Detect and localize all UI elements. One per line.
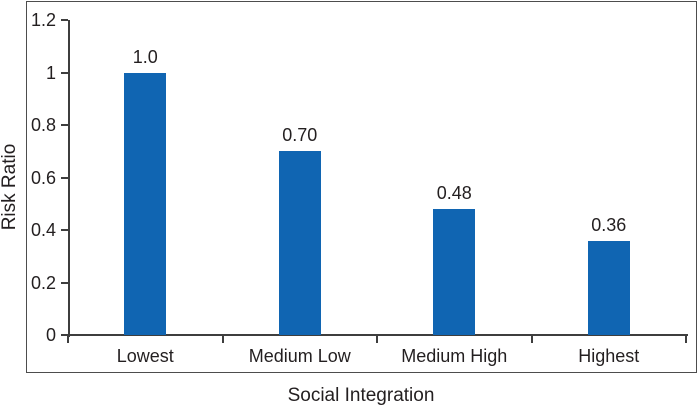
y-axis-tick <box>61 19 68 21</box>
y-axis-tick <box>61 124 68 126</box>
x-axis-title: Social Integration <box>287 385 435 406</box>
x-axis-tick <box>221 336 224 343</box>
y-axis-tick <box>61 71 68 74</box>
y-axis-line <box>68 20 70 337</box>
y-axis-tick-label: 1.2 <box>30 10 56 30</box>
y-axis-tick-label: 0.8 <box>30 115 56 135</box>
y-axis-tick <box>61 229 68 231</box>
y-axis-tick-label: 1 <box>45 62 56 83</box>
x-axis-category-label: Medium High <box>401 346 508 366</box>
y-axis-tick-label: 0.2 <box>30 272 56 293</box>
y-axis-tick-label: 0.6 <box>30 167 56 188</box>
bar-value-label: 1.0 <box>132 46 158 67</box>
bar-value-label: 0.36 <box>591 214 627 235</box>
x-axis-tick <box>67 336 69 343</box>
bar-medium-low <box>278 151 321 335</box>
y-axis-tick <box>61 176 68 179</box>
y-axis-tick-label: 0.4 <box>30 220 56 240</box>
y-axis-title: Risk Ratio <box>0 143 20 231</box>
x-axis-tick <box>530 336 533 343</box>
x-axis-tick <box>376 336 378 343</box>
bar-highest <box>587 240 630 335</box>
x-axis-tick <box>685 336 687 343</box>
bar-lowest <box>124 72 167 335</box>
x-axis-line <box>68 334 688 336</box>
bar-value-label: 0.48 <box>436 183 472 203</box>
bar-value-label: 0.70 <box>282 125 318 146</box>
x-axis-category-label: Medium Low <box>248 346 351 366</box>
bar-medium-high <box>433 209 476 335</box>
y-axis-tick <box>61 281 68 284</box>
y-axis-tick-label: 0 <box>45 325 56 345</box>
x-axis-category-label: Lowest <box>116 346 174 366</box>
y-axis-tick <box>61 334 68 336</box>
x-axis-category-label: Highest <box>578 346 640 366</box>
